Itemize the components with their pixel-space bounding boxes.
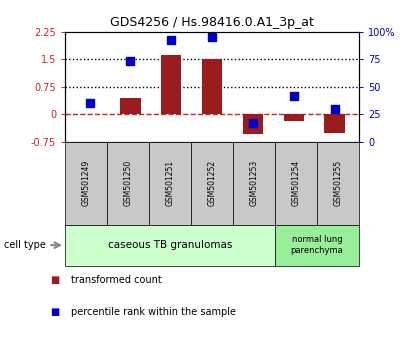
- Text: GSM501252: GSM501252: [207, 160, 217, 206]
- Point: [209, 35, 215, 40]
- Text: ■: ■: [50, 307, 60, 316]
- Text: GSM501249: GSM501249: [81, 160, 91, 206]
- Text: ■: ■: [50, 275, 60, 285]
- Text: GSM501250: GSM501250: [123, 160, 133, 206]
- Bar: [161, 55, 181, 114]
- Text: GSM501253: GSM501253: [249, 160, 259, 206]
- Bar: [120, 98, 141, 114]
- Bar: [202, 58, 222, 114]
- Text: caseous TB granulomas: caseous TB granulomas: [108, 240, 232, 250]
- Bar: [243, 114, 263, 134]
- Text: GSM501254: GSM501254: [291, 160, 301, 206]
- Point: [86, 101, 93, 106]
- Point: [331, 106, 338, 112]
- Bar: [284, 114, 304, 121]
- Bar: [324, 114, 345, 133]
- Text: GSM501255: GSM501255: [333, 160, 343, 206]
- Text: transformed count: transformed count: [71, 275, 162, 285]
- Title: GDS4256 / Hs.98416.0.A1_3p_at: GDS4256 / Hs.98416.0.A1_3p_at: [110, 16, 314, 29]
- Point: [127, 59, 134, 64]
- Point: [249, 120, 256, 126]
- Text: cell type: cell type: [4, 240, 46, 250]
- Point: [168, 37, 175, 42]
- Point: [290, 93, 297, 98]
- Text: normal lung
parenchyma: normal lung parenchyma: [291, 235, 344, 255]
- Text: percentile rank within the sample: percentile rank within the sample: [71, 307, 236, 316]
- Text: GSM501251: GSM501251: [165, 160, 175, 206]
